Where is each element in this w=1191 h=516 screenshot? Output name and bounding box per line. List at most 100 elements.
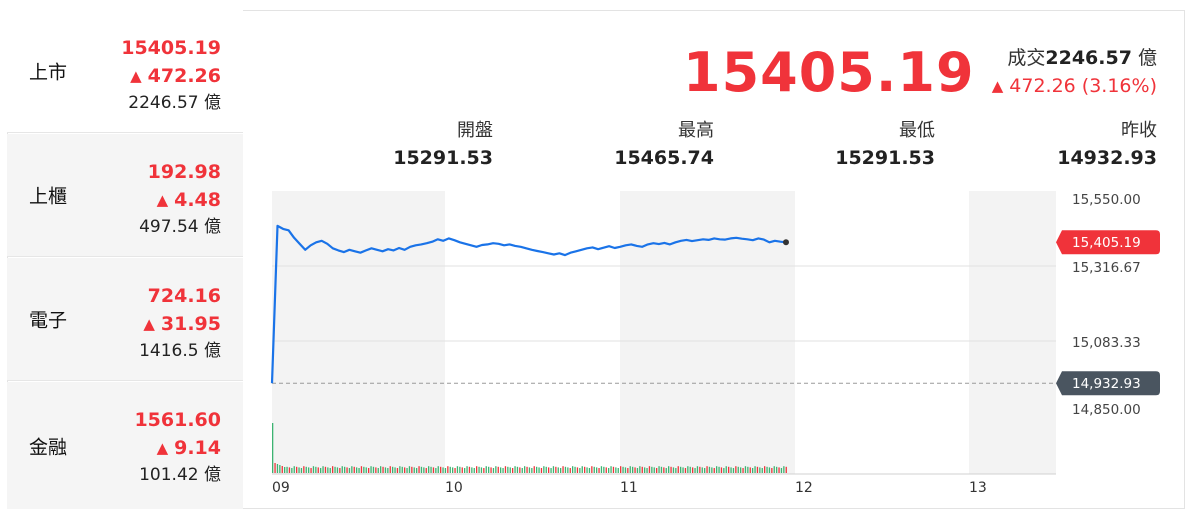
up-triangle-icon: ▲ (130, 67, 142, 85)
volume-bar (315, 466, 317, 473)
volume-bar (492, 468, 495, 473)
volume-bar (430, 466, 432, 473)
volume-bar (622, 466, 624, 473)
volume-bar (737, 466, 739, 473)
volume-bars (272, 423, 787, 473)
volume-bar (500, 467, 502, 473)
volume-bar (471, 467, 473, 473)
volume-bar (272, 423, 274, 473)
volume-bar (694, 468, 696, 473)
volume-bar (576, 467, 579, 473)
volume-bar (521, 468, 523, 473)
volume-bar (346, 467, 348, 473)
volume-bar (706, 466, 708, 473)
volume-bar (562, 466, 564, 473)
volume-bar (360, 466, 363, 473)
up-triangle-icon: ▲ (143, 315, 155, 333)
volume-bar (411, 466, 413, 473)
volume-bar (730, 467, 732, 473)
volume-bar (672, 467, 675, 473)
up-triangle-icon: ▲ (156, 439, 169, 457)
y-tick-label: 15,083.33 (1072, 335, 1141, 351)
volume-bar (658, 466, 660, 473)
market-tab-electronics[interactable]: 電子 724.16 ▲ 31.95 1416.5 億 (7, 258, 243, 381)
last-price-dot (783, 239, 789, 246)
market-tab-listed[interactable]: 上市 15405.19 ▲ 472.26 2246.57 億 (7, 10, 243, 133)
volume-bar (747, 466, 749, 473)
volume-bar (696, 466, 699, 473)
volume-bar (749, 467, 751, 473)
volume-bar (636, 468, 639, 473)
volume-bar (334, 466, 336, 473)
volume-bar (423, 467, 425, 473)
volume-bar (713, 468, 715, 473)
stat-label: 開盤 (457, 120, 493, 141)
volume-bar (317, 467, 319, 473)
volume-bar (785, 466, 787, 473)
volume-unit: 億 (1137, 47, 1157, 69)
volume-bar (288, 467, 291, 473)
hour-band (620, 191, 795, 474)
volume-bar (675, 468, 677, 473)
volume-bar (605, 467, 607, 473)
x-tick-label: 13 (969, 480, 987, 496)
volume-bar (620, 466, 622, 473)
volume-bar (752, 468, 754, 473)
volume-bar (780, 468, 783, 473)
volume-bar (723, 468, 725, 473)
volume-bar (279, 465, 281, 473)
volume-bar (677, 466, 679, 473)
volume-bar (552, 466, 555, 473)
volume-bar (454, 468, 456, 473)
volume-bar (591, 466, 593, 473)
market-tab-price: 192.98 (147, 161, 221, 183)
volume-bar (536, 466, 538, 473)
volume-bar (526, 466, 528, 473)
volume-bar (716, 466, 718, 473)
market-tab-otc[interactable]: 上櫃 192.98 ▲ 4.48 497.54 億 (7, 134, 243, 257)
volume-bar (648, 466, 651, 473)
volume-bar (711, 467, 713, 473)
x-tick-label: 09 (272, 480, 290, 496)
volume-bar (497, 466, 499, 473)
volume-bar (504, 466, 507, 473)
market-tab-finance[interactable]: 金融 1561.60 ▲ 9.14 101.42 億 (7, 382, 243, 509)
volume-bar (418, 466, 420, 473)
volume-bar (653, 467, 655, 473)
stat-high: 最高 15465.74 (554, 118, 714, 172)
stat-label: 最高 (678, 120, 714, 141)
volume-bar (584, 466, 586, 473)
volume-label: 成交 (1007, 47, 1046, 69)
volume-bar (507, 466, 509, 473)
volume-bar (569, 468, 571, 473)
market-sidebar: 上市 15405.19 ▲ 472.26 2246.57 億 上櫃 192.98 … (7, 10, 243, 509)
volume-bar (399, 466, 401, 473)
volume-bar (766, 466, 768, 473)
volume-bar (480, 467, 483, 473)
volume-bar (687, 466, 689, 473)
market-tab-volume: 497.54 億 (139, 217, 221, 237)
stat-label: 昨收 (1121, 120, 1157, 141)
volume-bar (531, 468, 533, 473)
volume-bar (488, 466, 490, 473)
volume-bar (420, 466, 423, 473)
x-tick-label: 11 (620, 480, 638, 496)
volume-bar (670, 466, 672, 473)
volume-bar (660, 466, 663, 473)
volume-bar (572, 466, 574, 473)
market-tab-name: 金融 (29, 436, 68, 458)
volume-bar (449, 466, 451, 473)
volume-bar (680, 466, 682, 473)
volume-bar (276, 464, 279, 473)
volume-bar (305, 466, 307, 473)
volume-bar (514, 466, 516, 473)
volume-bar (440, 466, 442, 473)
volume-bar (274, 463, 276, 473)
volume-bar (329, 468, 331, 473)
volume-bar (459, 466, 461, 473)
volume-bar (394, 467, 396, 473)
market-tab-change: 31.95 (160, 313, 221, 335)
market-tab-name: 上市 (29, 61, 68, 84)
volume-bar (524, 466, 526, 473)
